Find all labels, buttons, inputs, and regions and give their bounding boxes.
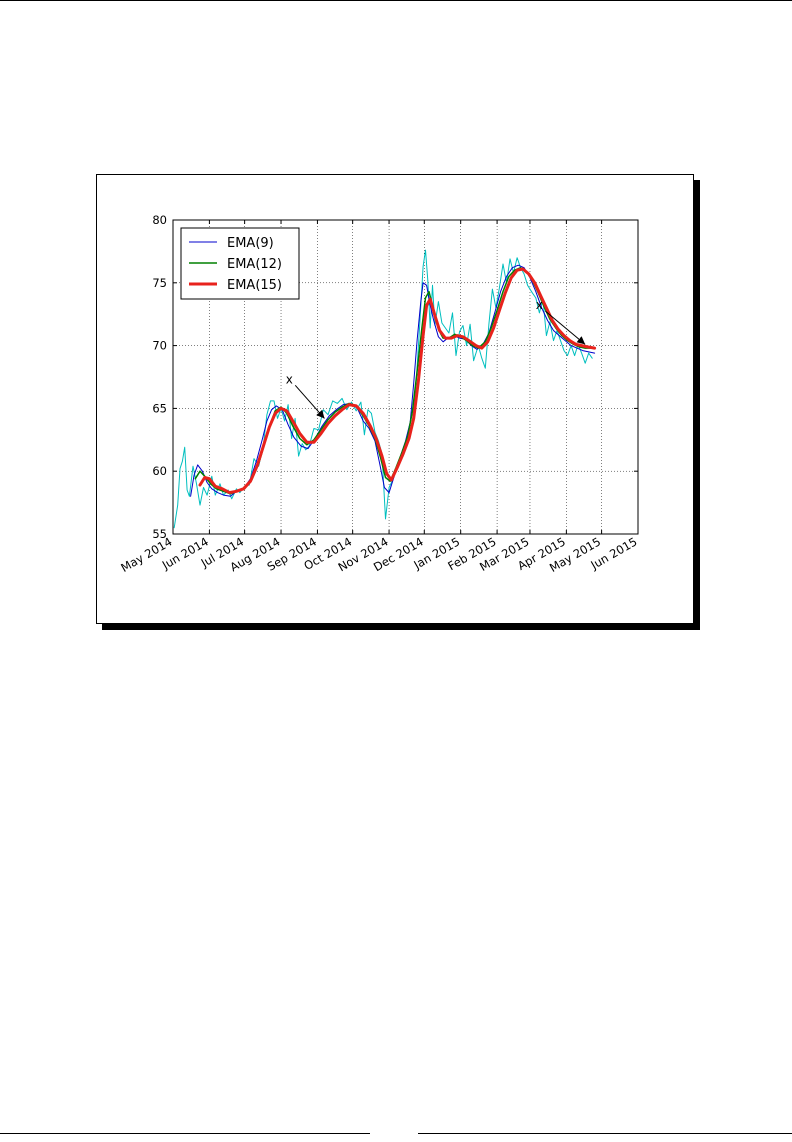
annotations: xx [286,298,586,419]
series-line-ema9 [190,264,596,497]
legend-entry-label: EMA(15) [227,278,282,293]
page-bottom-rule-right [418,1133,792,1134]
series-line-price [173,249,593,529]
series-layer [173,249,597,529]
annotation-arrow [545,310,586,345]
y-tick-label: 65 [152,401,167,415]
page-top-rule [0,0,792,1]
y-tick-label: 75 [152,276,167,290]
y-tick-label: 80 [152,213,167,227]
page-bottom-rule-left [0,1133,370,1134]
plot-border [172,219,639,535]
y-tick-label: 70 [152,339,167,353]
y-tick-label: 60 [152,464,167,478]
annotation-arrow [294,384,325,419]
y-tick-label: 55 [152,527,167,541]
legend-entry-label: EMA(9) [227,236,274,251]
annotation-label: x [536,298,543,312]
legend-entry-label: EMA(12) [227,257,282,272]
series-line-ema15 [198,267,597,495]
legend: EMA(9) EMA(12) EMA(15) [180,227,300,300]
annotation-label: x [286,372,293,386]
